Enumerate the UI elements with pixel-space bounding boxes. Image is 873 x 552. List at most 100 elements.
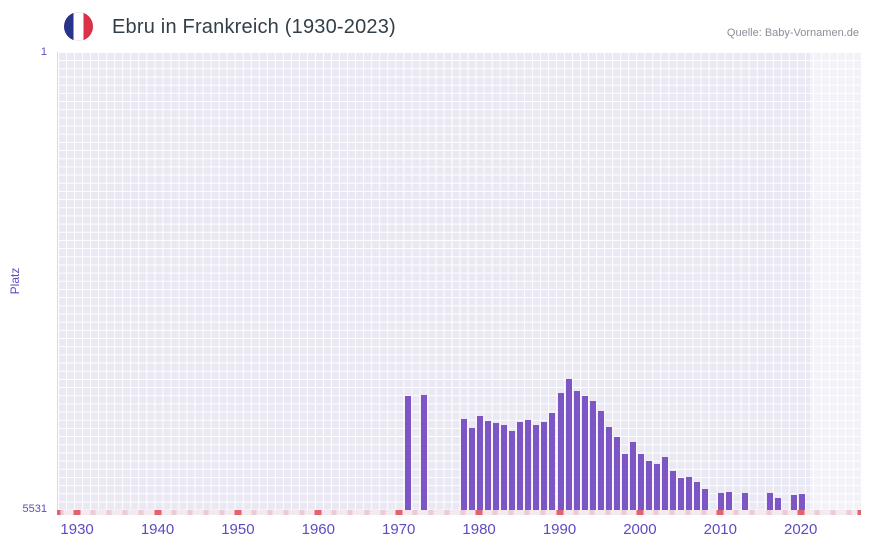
x-tick-label-1990: 1990 bbox=[542, 521, 577, 538]
x-minor-tick bbox=[428, 510, 434, 515]
x-major-tick-1927.5 bbox=[57, 510, 61, 515]
bar-2010[interactable] bbox=[718, 493, 725, 510]
x-minor-tick bbox=[203, 510, 209, 515]
french-flag-icon bbox=[64, 12, 93, 41]
x-axis-strip bbox=[57, 510, 861, 515]
x-tick-label-1960: 1960 bbox=[301, 521, 335, 538]
x-minor-tick bbox=[171, 510, 177, 515]
x-major-tick-1980 bbox=[475, 510, 483, 515]
x-minor-tick bbox=[605, 510, 611, 515]
x-tick-label-2010: 2010 bbox=[703, 521, 737, 538]
x-minor-tick bbox=[508, 510, 514, 515]
source-link[interactable]: Quelle: Baby-Vornamen.de bbox=[726, 27, 859, 39]
bar-1988[interactable] bbox=[541, 422, 548, 510]
x-minor-tick bbox=[846, 510, 852, 515]
x-minor-tick bbox=[299, 510, 305, 515]
bar-2016[interactable] bbox=[766, 493, 773, 510]
bar-1989[interactable] bbox=[549, 413, 556, 510]
x-minor-tick bbox=[251, 510, 257, 515]
bar-1990[interactable] bbox=[557, 393, 564, 510]
bar-1994[interactable] bbox=[589, 400, 596, 510]
bar-2013[interactable] bbox=[742, 492, 749, 510]
x-minor-tick bbox=[122, 510, 128, 515]
x-minor-tick bbox=[267, 510, 273, 515]
bar-1971[interactable] bbox=[404, 395, 411, 510]
x-major-tick-1960 bbox=[314, 510, 322, 515]
x-minor-tick bbox=[380, 510, 386, 515]
x-minor-tick bbox=[58, 510, 64, 515]
x-minor-tick bbox=[138, 510, 144, 515]
x-minor-tick bbox=[701, 510, 707, 515]
bar-1981[interactable] bbox=[485, 421, 492, 510]
bar-1984[interactable] bbox=[509, 431, 516, 510]
x-minor-tick bbox=[187, 510, 193, 515]
bar-2008[interactable] bbox=[702, 489, 709, 510]
bar-2002[interactable] bbox=[653, 464, 660, 510]
bar-2020[interactable] bbox=[798, 494, 805, 510]
bar-1986[interactable] bbox=[525, 419, 532, 510]
x-minor-tick bbox=[106, 510, 112, 515]
bar-1982[interactable] bbox=[493, 422, 500, 510]
bar-1991[interactable] bbox=[565, 379, 572, 510]
bar-1996[interactable] bbox=[605, 427, 612, 510]
recent-years-band bbox=[809, 52, 862, 510]
x-minor-tick bbox=[219, 510, 225, 515]
x-tick-label-1950: 1950 bbox=[221, 521, 255, 538]
x-tick-label-1980: 1980 bbox=[462, 521, 496, 538]
bar-1987[interactable] bbox=[533, 425, 540, 510]
x-minor-tick bbox=[90, 510, 96, 515]
x-minor-tick bbox=[444, 510, 450, 515]
x-major-tick-2010 bbox=[716, 510, 724, 515]
x-tick-label-2020: 2020 bbox=[784, 521, 818, 538]
bar-1999[interactable] bbox=[629, 442, 636, 510]
x-major-tick-1950 bbox=[234, 510, 242, 515]
bar-1983[interactable] bbox=[501, 424, 508, 510]
bar-1980[interactable] bbox=[477, 415, 484, 510]
x-minor-tick bbox=[830, 510, 836, 515]
bar-1998[interactable] bbox=[621, 453, 628, 510]
bar-1992[interactable] bbox=[573, 390, 580, 510]
bar-2001[interactable] bbox=[645, 461, 652, 510]
y-axis-title: Platz bbox=[8, 267, 22, 295]
bar-2019[interactable] bbox=[790, 495, 797, 510]
bar-2017[interactable] bbox=[774, 498, 781, 510]
x-minor-tick bbox=[669, 510, 675, 515]
x-tick-label-1970: 1970 bbox=[382, 521, 416, 538]
x-major-tick-1990 bbox=[556, 510, 563, 515]
bar-1978[interactable] bbox=[461, 418, 468, 510]
x-minor-tick bbox=[573, 510, 579, 515]
bar-2005[interactable] bbox=[678, 478, 685, 510]
bar-2007[interactable] bbox=[694, 481, 701, 510]
x-minor-tick bbox=[782, 510, 788, 515]
x-minor-tick bbox=[621, 510, 627, 515]
chart-title: Ebru in Frankreich (1930-2023) bbox=[112, 16, 396, 38]
x-minor-tick bbox=[460, 510, 466, 515]
bar-1993[interactable] bbox=[581, 396, 588, 510]
x-minor-tick bbox=[524, 510, 530, 515]
plot-area bbox=[57, 52, 862, 510]
bar-2004[interactable] bbox=[670, 471, 677, 510]
x-tick-label-1940: 1940 bbox=[140, 521, 175, 538]
bar-2006[interactable] bbox=[686, 476, 693, 510]
bar-1973[interactable] bbox=[420, 394, 427, 510]
y-axis-min-label: 5531 bbox=[22, 503, 47, 515]
bar-1985[interactable] bbox=[517, 422, 524, 510]
bar-2003[interactable] bbox=[662, 456, 669, 510]
x-minor-tick bbox=[540, 510, 546, 515]
bar-1995[interactable] bbox=[597, 410, 604, 510]
x-minor-tick bbox=[331, 510, 337, 515]
x-minor-tick bbox=[814, 510, 820, 515]
x-major-tick-2000 bbox=[636, 510, 644, 515]
x-minor-tick bbox=[589, 510, 595, 515]
x-minor-tick bbox=[653, 510, 659, 515]
bar-1997[interactable] bbox=[613, 437, 620, 510]
x-major-tick-1970 bbox=[395, 510, 403, 515]
x-minor-tick bbox=[412, 510, 418, 515]
x-minor-tick bbox=[283, 510, 289, 515]
bar-2011[interactable] bbox=[726, 491, 733, 510]
bar-2000[interactable] bbox=[637, 454, 644, 510]
bar-1979[interactable] bbox=[469, 427, 476, 510]
x-minor-tick bbox=[364, 510, 370, 515]
x-major-tick-2027.5 bbox=[857, 510, 861, 515]
x-minor-tick bbox=[766, 510, 772, 515]
